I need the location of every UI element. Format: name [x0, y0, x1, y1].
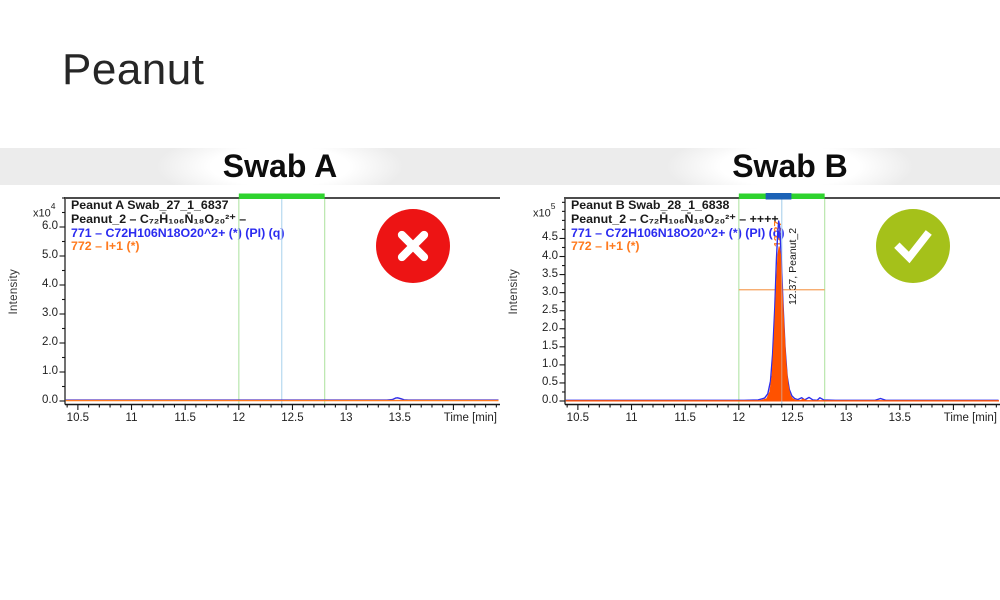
- x-tick-labels: 10.5 11 11.5 12 12.5 13 13.5: [0, 412, 500, 428]
- legend-sample-name: Peanut A Swab_27_1_6837: [71, 198, 229, 212]
- y-axis-title: Intensity: [508, 269, 520, 315]
- swab-a-header: Swab A: [130, 148, 430, 185]
- legend-quantifier-ion: 771 – C72H106N18O20^2+ (*) (PI) (q): [71, 225, 285, 240]
- legend-compound-formula: Peanut_2 – C₇₂H̄₁₀₆N̄₁₈O₂₀²⁺ – ++++: [571, 211, 779, 226]
- y-scale-label: x105: [533, 201, 556, 220]
- legend-qualifier-ion: 772 – I+1 (*): [571, 239, 640, 254]
- y-tick-label: 4.5: [542, 231, 558, 244]
- x-tick-label: 12: [732, 412, 746, 424]
- x-tick-label: 11.5: [174, 412, 196, 424]
- x-tick-label: 10.5: [66, 412, 90, 424]
- x-tick-label: 13.5: [888, 412, 911, 424]
- y-tick-label: 0.0: [42, 394, 58, 406]
- legend: Peanut A Swab_27_1_6837 Peanut_2 – C₇₂H̄…: [71, 198, 285, 254]
- y-tick-label: 2.0: [42, 336, 58, 348]
- x-tick-label: 11: [625, 412, 638, 424]
- x-tick-label: 12.5: [781, 412, 804, 424]
- y-tick-label: 2.5: [542, 303, 558, 316]
- x-tick-label: 13.5: [388, 412, 411, 424]
- pass-status-icon: [876, 209, 950, 283]
- x-tick-label: 12.5: [281, 412, 304, 424]
- y-tick-label: 0.5: [542, 375, 558, 388]
- x-axis-title: Time [min]: [443, 412, 497, 424]
- swab-header-band: Swab A Swab B: [0, 148, 1000, 185]
- y-tick-label: 1.5: [542, 339, 558, 352]
- x-tick-label: 11: [125, 412, 138, 424]
- x-tick-label: 12: [232, 412, 246, 424]
- x-tick-label: 13: [839, 412, 853, 424]
- y-tick-label: 4.0: [542, 249, 558, 262]
- cross-icon: [397, 230, 429, 262]
- chromatogram-panel-swab-b: x105 Intensity Peanut B Swab_28_1_6838 P…: [500, 185, 1000, 450]
- x-axis-title: Time [min]: [943, 412, 997, 424]
- check-icon: [894, 230, 932, 264]
- y-tick-label: 0.0: [542, 394, 558, 406]
- x-tick-label: 10.5: [566, 412, 590, 424]
- y-tick-label: 3.0: [542, 285, 558, 298]
- x-tick-label: 11.5: [674, 412, 696, 424]
- y-tick-label: 1.0: [42, 365, 58, 377]
- swab-b-header: Swab B: [640, 148, 940, 185]
- legend-compound-formula: Peanut_2 – C₇₂H̄₁₀₆N̄₁₈O₂₀²⁺ –: [71, 211, 247, 226]
- y-scale-label: x104: [33, 201, 56, 220]
- y-tick-label: 1.0: [542, 357, 558, 370]
- y-tick-label: 4.0: [42, 278, 58, 290]
- y-tick-label: 5.0: [42, 249, 58, 261]
- legend-qualifier-ion: 772 – I+1 (*): [71, 239, 140, 254]
- y-tick-label: 2.0: [542, 321, 558, 334]
- x-tick-label: 13: [339, 412, 353, 424]
- y-tick-label: 3.5: [542, 267, 558, 280]
- y-tick-label: 6.0: [42, 220, 58, 232]
- fail-status-icon: [376, 209, 450, 283]
- legend: Peanut B Swab_28_1_6838 Peanut_2 – C₇₂H̄…: [571, 198, 785, 254]
- y-axis-title: Intensity: [8, 269, 20, 315]
- page-title: Peanut: [62, 45, 205, 94]
- peak-rt-label-orange: 12.37: [772, 220, 784, 247]
- x-tick-labels: 10.5 11 11.5 12 12.5 13 13.5: [500, 412, 1000, 428]
- chromatogram-panel-swab-a: x104 Intensity Peanut A Swab_27_1_6837 P…: [0, 185, 500, 450]
- y-tick-label: 3.0: [42, 307, 58, 319]
- legend-quantifier-ion: 771 – C72H106N18O20^2+ (*) (PI) (q): [571, 225, 785, 240]
- legend-sample-name: Peanut B Swab_28_1_6838: [571, 198, 730, 212]
- peak-annotation: 12.37, Peanut_2: [787, 227, 799, 305]
